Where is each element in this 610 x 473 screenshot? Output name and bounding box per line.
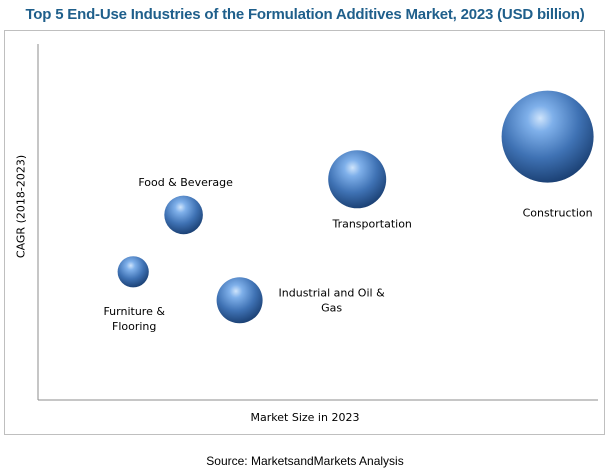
bubble-label-industrial-and-oil-and-gas: Industrial and Oil & Gas: [279, 286, 386, 314]
plot-frame: [4, 30, 605, 435]
bubble-label-transportation: Transportation: [331, 217, 411, 230]
bubble-label-construction: Construction: [523, 207, 593, 220]
bubble-construction: [501, 90, 594, 183]
bubble-label-line: Transportation: [331, 217, 411, 230]
bubble-industrial-and-oil-and-gas: [216, 277, 263, 324]
bubble-label-line: Industrial and Oil &: [279, 286, 386, 299]
source-note: Source: MarketsandMarkets Analysis: [206, 454, 404, 468]
y-axis-label: CAGR (2018-2023): [14, 154, 28, 259]
bubble-label-line: Construction: [523, 207, 593, 220]
bubble-label-furniture-and-flooring: Furniture & Flooring: [103, 305, 165, 333]
chart-title: Top 5 End-Use Industries of the Formulat…: [25, 6, 585, 23]
bubble-food-and-beverage: [164, 195, 203, 235]
bubble-label-line: Gas: [321, 301, 342, 314]
bubble-furniture-and-flooring: [117, 256, 149, 288]
bubble-label-line: Food & Beverage: [138, 176, 233, 189]
bubble-transportation: [328, 150, 387, 209]
bubble-label-line: Furniture &: [103, 305, 165, 318]
bubble-label-food-and-beverage: Food & Beverage: [138, 176, 233, 189]
bubble-label-line: Flooring: [112, 320, 156, 333]
x-axis-label: Market Size in 2023: [250, 411, 360, 424]
